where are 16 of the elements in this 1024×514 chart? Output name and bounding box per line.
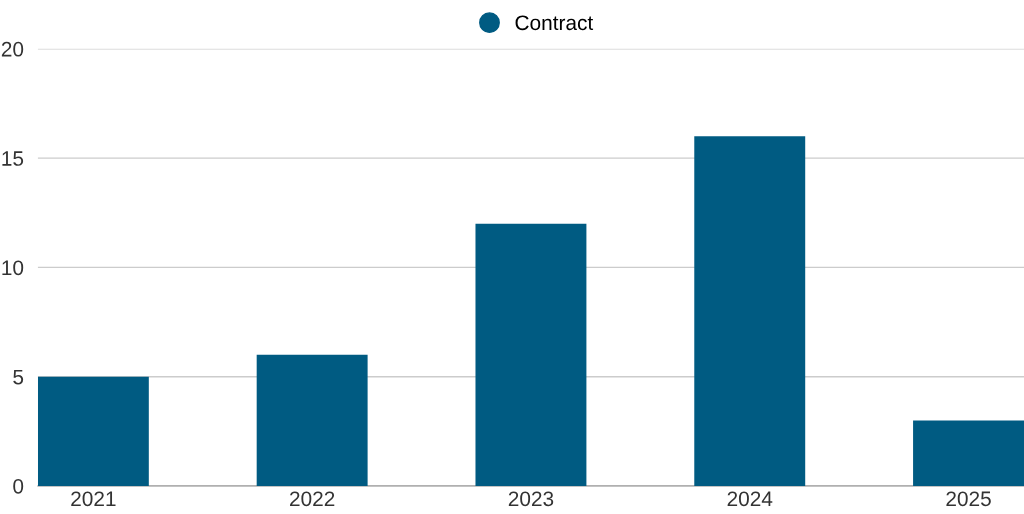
bar	[694, 136, 806, 486]
bar	[475, 223, 587, 486]
y-tick-label: 5	[13, 369, 24, 385]
y-tick-label: 0	[13, 478, 24, 494]
legend-label: Contract	[515, 15, 594, 31]
y-tick-label: 15	[2, 151, 24, 166]
y-tick-label: 10	[2, 260, 24, 276]
x-tick-label: 2021	[71, 491, 116, 507]
x-tick-label: 2022	[290, 491, 335, 507]
x-tick-label: 2025	[946, 491, 991, 507]
bar	[37, 376, 149, 486]
y-tick-label: 20	[1, 41, 24, 57]
bar	[256, 354, 368, 486]
x-tick-label: 2023	[508, 491, 554, 507]
x-tick-label: 2024	[727, 491, 773, 507]
bar	[913, 420, 1024, 486]
